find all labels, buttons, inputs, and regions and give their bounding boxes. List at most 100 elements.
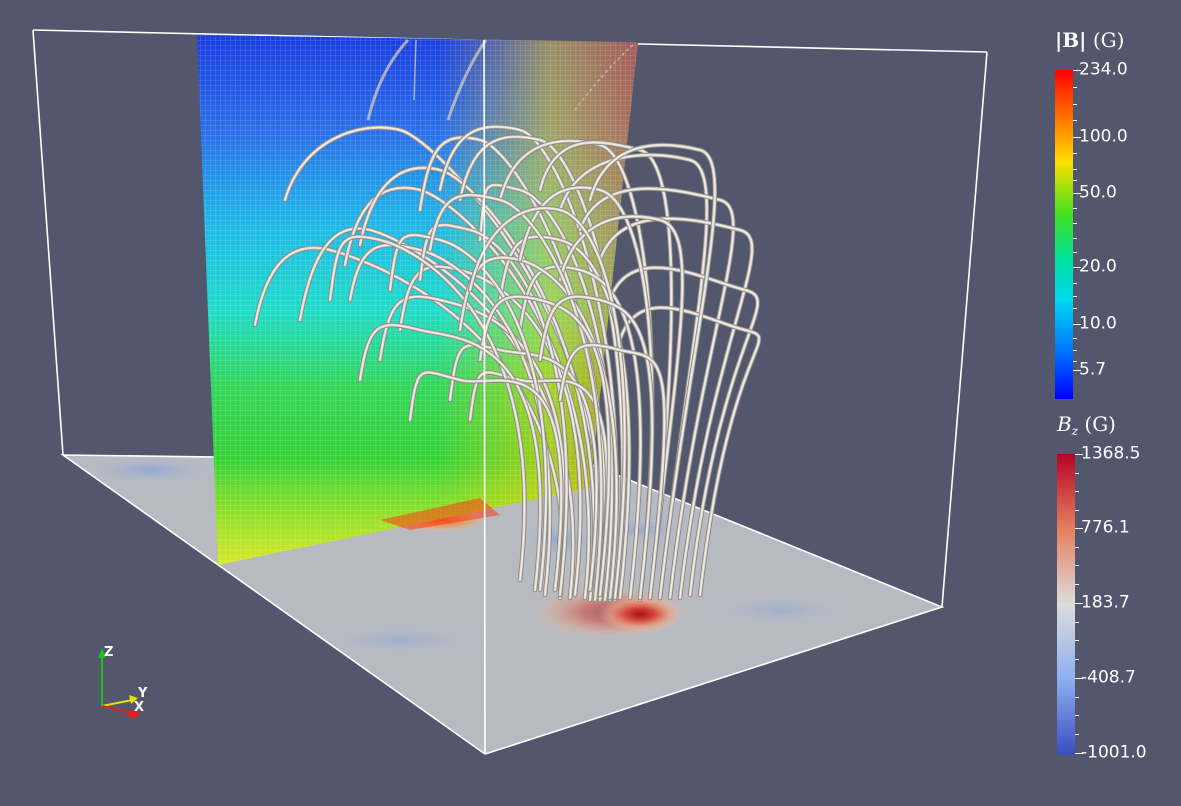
x-axis-line [101, 705, 129, 713]
bmag-tick-label: 50.0 [1079, 182, 1117, 203]
bmag-minor-tick [1073, 87, 1077, 88]
field-line-highlight [559, 216, 683, 599]
z-axis-arrow [98, 648, 106, 658]
bmag-major-tick [1073, 267, 1081, 268]
bmag-minor-tick [1073, 296, 1077, 297]
orientation-axes: Z Y X [92, 640, 162, 730]
field-line-highlight [389, 234, 547, 591]
bmag-tick-label: 5.7 [1079, 359, 1107, 380]
x-axis-arrow [127, 710, 139, 718]
upper-streamlines [366, 38, 634, 121]
bmag-minor-tick [1073, 223, 1077, 224]
bmag-minor-tick [1073, 104, 1077, 105]
bz-title-symbol: B [1057, 412, 1072, 436]
field-line-highlight [429, 194, 602, 601]
bmag-tick-label: 100.0 [1079, 126, 1128, 147]
bmag-minor-tick [1073, 308, 1077, 309]
bz-minor-tick [1075, 659, 1079, 660]
field-line-highlight [579, 188, 734, 599]
bmag-minor-tick [1073, 238, 1077, 239]
bz-minor-tick [1075, 697, 1079, 698]
bz-minor-tick [1075, 473, 1079, 474]
bz-minor-tick [1075, 584, 1079, 585]
field-line-highlight [599, 218, 753, 599]
field-line-highlight [559, 344, 665, 599]
bz-minor-tick [1075, 734, 1079, 735]
magnetic-field-lines [252, 124, 762, 603]
bz-title-subscript: z [1071, 424, 1079, 438]
field-line-highlight [609, 267, 759, 596]
bmag-colorbar: |B| (G) 234.0 100.0 50.0 20.0 10.0 5.7 [1055, 28, 1175, 399]
bmag-minor-tick [1073, 180, 1077, 181]
bz-minor-tick [1075, 622, 1079, 623]
field-line-highlight [589, 144, 716, 599]
bmag-major-tick [1073, 70, 1081, 71]
field-line-highlight [469, 371, 608, 591]
bz-tick-label: -408.7 [1081, 667, 1136, 688]
bz-colorbar-gradient [1057, 454, 1075, 755]
bz-title-unit: (G) [1084, 412, 1116, 436]
y-axis-arrow [129, 695, 138, 704]
field-line-highlight [284, 127, 604, 601]
bz-major-tick [1075, 678, 1083, 679]
z-axis-label: Z [104, 645, 114, 660]
bmag-colorbar-title: |B| (G) [1055, 28, 1124, 52]
bmag-title-unit: (G) [1092, 28, 1125, 52]
bz-minor-tick [1075, 565, 1079, 566]
field-line-highlight [459, 136, 624, 601]
field-line-highlight [419, 224, 568, 596]
field-line-highlight [479, 296, 610, 596]
bz-tick-label: -1001.0 [1081, 742, 1147, 763]
bmag-slice-plane [197, 35, 638, 565]
bz-minor-tick [1075, 547, 1079, 548]
bz-major-tick [1075, 603, 1083, 604]
bmag-minor-tick [1073, 283, 1077, 284]
y-axis-label: Y [138, 686, 148, 701]
field-line-highlight [359, 324, 541, 591]
bmag-major-tick [1073, 370, 1081, 371]
field-line-highlight [409, 371, 562, 591]
bmag-minor-tick [1073, 169, 1077, 170]
bmag-major-tick [1073, 137, 1081, 138]
field-line-highlight [469, 207, 626, 599]
bmag-minor-tick [1073, 120, 1077, 121]
bz-colorbar-title: Bz (G) [1057, 412, 1116, 438]
bmag-tick-label: 20.0 [1079, 256, 1117, 277]
x-axis-label: X [134, 700, 145, 715]
bz-minor-tick [1075, 640, 1079, 641]
bmag-title-symbol: |B| [1055, 28, 1087, 52]
bmag-minor-tick [1073, 350, 1077, 351]
bmag-colorbar-gradient [1055, 70, 1073, 399]
bmag-minor-tick [1073, 361, 1077, 362]
field-line-highlight [499, 236, 630, 599]
field-line-highlight [539, 296, 653, 599]
bmag-minor-tick [1073, 338, 1077, 339]
bmag-major-tick [1073, 324, 1081, 325]
y-axis-line [101, 699, 133, 707]
bz-tick-label: 776.1 [1081, 517, 1130, 538]
bmag-tick-label: 10.0 [1079, 313, 1117, 334]
field-line-highlight [519, 266, 641, 599]
bmag-major-tick [1073, 193, 1081, 194]
bounding-box-front [483, 39, 486, 755]
bz-tick-label: 1368.5 [1081, 443, 1141, 464]
bz-major-tick [1075, 454, 1083, 455]
field-line-highlight [399, 266, 581, 596]
bz-minor-tick [1075, 510, 1079, 511]
bmag-minor-tick [1073, 153, 1077, 154]
bz-major-tick [1075, 528, 1083, 529]
field-line-highlight [449, 344, 598, 591]
bmag-minor-tick [1073, 252, 1077, 253]
field-line-highlight [329, 236, 525, 581]
field-line-highlight [619, 307, 760, 596]
field-line-highlight [344, 187, 590, 599]
bmag-minor-tick [1073, 208, 1077, 209]
bz-minor-tick [1075, 715, 1079, 716]
bz-colorbar: Bz (G) 1368.5 776.1 183.7 -408.7 -1001.0 [1057, 412, 1177, 762]
bmag-tick-label: 234.0 [1079, 59, 1128, 80]
bz-major-tick [1075, 753, 1083, 754]
bz-tick-label: 183.7 [1081, 592, 1130, 613]
bz-minor-tick [1075, 491, 1079, 492]
